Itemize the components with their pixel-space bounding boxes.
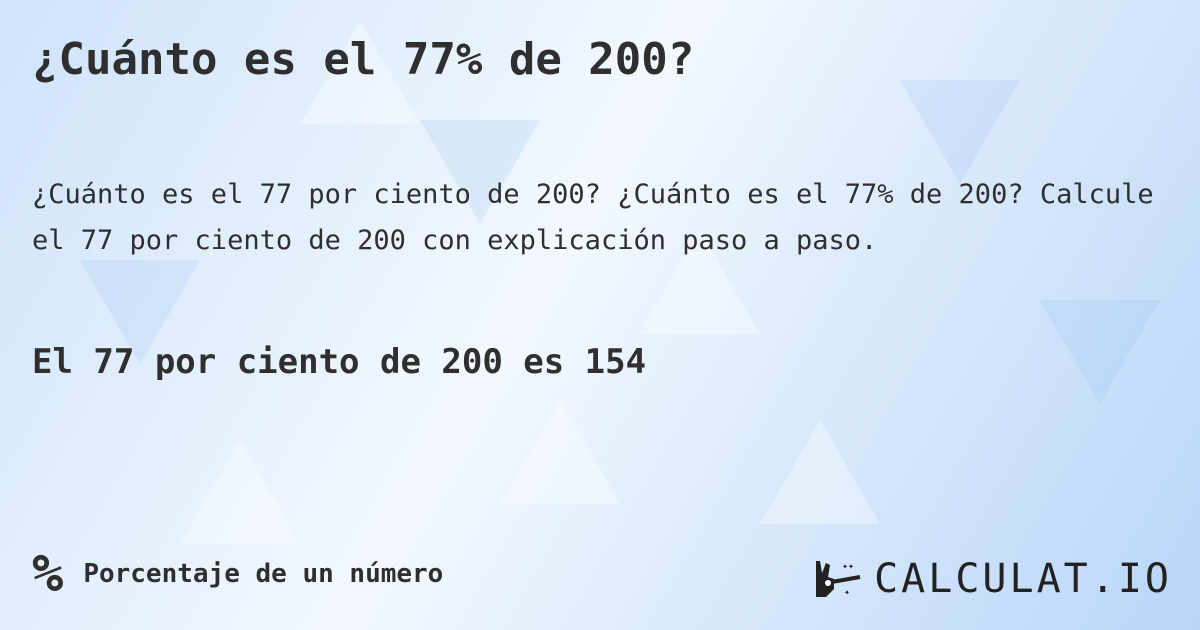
- svg-text:✦: ✦: [844, 587, 850, 598]
- answer: El 77 por ciento de 200 es 154: [32, 342, 647, 382]
- logo-text: CALCULAT.IO: [874, 556, 1172, 602]
- category-link[interactable]: % Porcentaje de un número: [32, 548, 443, 600]
- svg-text:✦✦: ✦✦: [842, 561, 854, 572]
- percent-icon: %: [32, 544, 64, 604]
- description: ¿Cuánto es el 77 por ciento de 200? ¿Cuá…: [32, 179, 1154, 256]
- category-label: Porcentaje de un número: [83, 559, 444, 589]
- magic-hand-wand-icon: ✦✦ ✦: [816, 561, 861, 598]
- page-title: ¿Cuánto es el 77% de 200?: [32, 34, 695, 85]
- logo[interactable]: ✦✦ ✦ CALCULAT.IO: [812, 556, 1172, 602]
